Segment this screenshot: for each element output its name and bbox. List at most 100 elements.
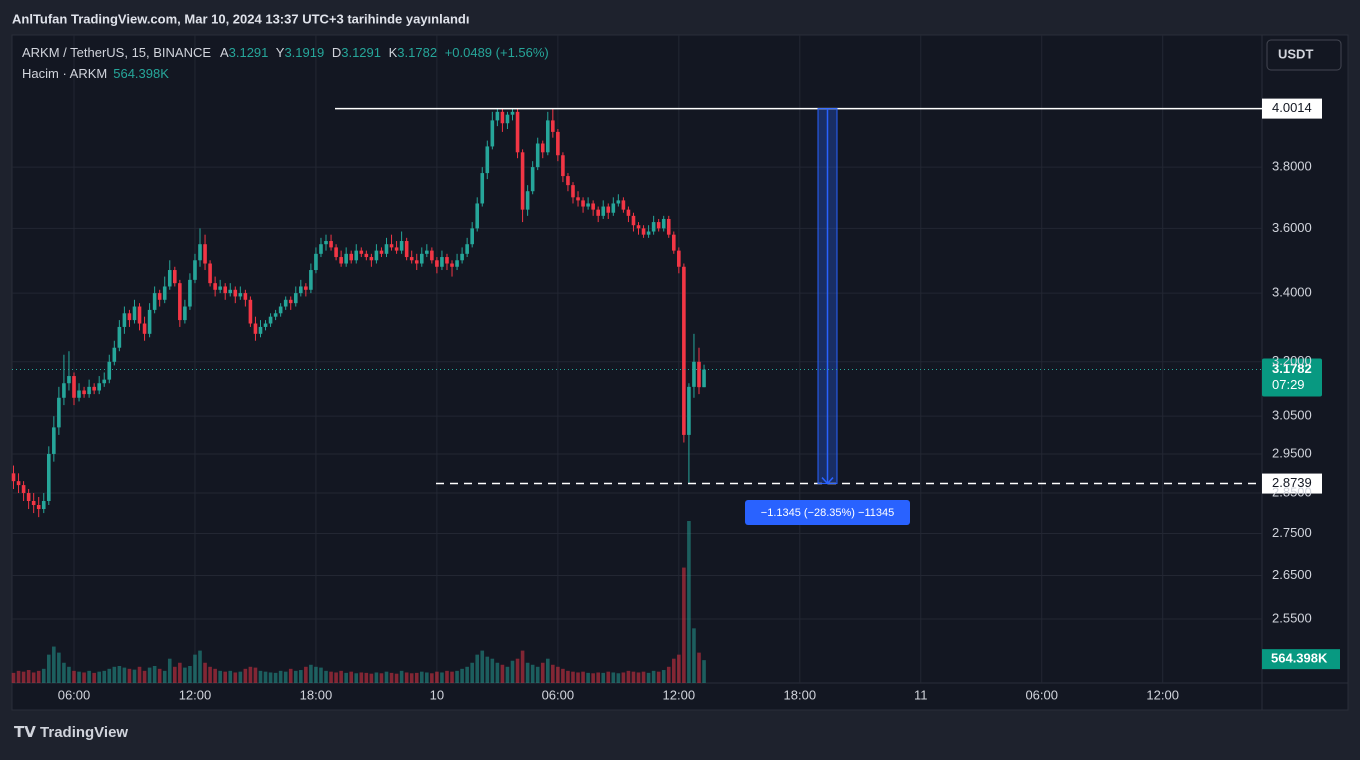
volume-bar <box>414 672 419 683</box>
candle-body <box>616 200 621 204</box>
volume-bar <box>666 666 671 683</box>
volume-bar <box>142 670 147 683</box>
candle-body <box>31 501 36 506</box>
candle-body <box>601 206 606 216</box>
candle-body <box>263 323 268 327</box>
y-tick-label: 2.7500 <box>1272 525 1312 540</box>
currency-button[interactable] <box>1266 39 1342 71</box>
candle-body <box>354 250 359 261</box>
candle-body <box>117 326 122 348</box>
candle-body <box>530 167 535 192</box>
volume-bar <box>586 672 590 683</box>
volume-bar <box>82 672 86 683</box>
x-tick-label: 11 <box>914 687 928 702</box>
volume-bar <box>682 567 686 683</box>
candle-body <box>379 250 384 254</box>
candle-body <box>122 313 127 327</box>
volume-bar <box>92 672 96 683</box>
volume-title: Hacim · ARKM <box>22 66 107 81</box>
volume-bar <box>36 670 41 683</box>
candle-body <box>490 120 495 147</box>
volume-bar <box>475 654 480 683</box>
candle-body <box>314 253 318 271</box>
candle-body <box>324 241 328 245</box>
volume-bar <box>213 668 217 683</box>
x-tick-label: 12:00 <box>179 687 212 702</box>
current-price-box <box>1262 358 1322 397</box>
candle-body <box>495 111 500 121</box>
candle-body <box>178 283 182 321</box>
candle-body <box>309 270 313 290</box>
candle-body <box>283 299 288 307</box>
volume-bar <box>545 658 550 683</box>
volume-bar <box>273 672 278 683</box>
candle-body <box>606 206 611 213</box>
currency[interactable]: USDT <box>1278 46 1313 61</box>
candle-body <box>626 209 631 216</box>
candle-body <box>520 152 525 210</box>
candle-body <box>87 386 91 395</box>
logo-mark: 𝗧𝗩 <box>14 724 40 741</box>
candle-body <box>41 501 46 510</box>
volume-bar <box>369 673 374 683</box>
x-tick-label: 06:00 <box>58 687 91 702</box>
candle-body <box>36 505 41 510</box>
volume-bar <box>661 670 666 683</box>
x-tick-label: 06:00 <box>1025 687 1058 702</box>
volume-bar <box>324 670 328 683</box>
candle-body <box>142 323 147 334</box>
candle-body <box>576 197 580 201</box>
low-line-label: 2.8739 <box>1272 475 1312 490</box>
volume-bar <box>561 668 565 683</box>
candle-body <box>238 293 243 297</box>
low-line-label-box <box>1262 473 1322 494</box>
candle-body <box>394 247 399 251</box>
volume-bar <box>309 664 313 683</box>
y-tick-label: 2.5500 <box>1272 610 1312 625</box>
volume-bar <box>621 672 626 683</box>
publisher: AnlTufan TradingView.com, Mar 10, 2024 1… <box>12 11 469 26</box>
volume-bar <box>677 654 681 683</box>
volume-bar <box>208 666 212 683</box>
current-price-label: 3.1782 <box>1272 361 1312 376</box>
volume-bar <box>238 671 243 683</box>
candle-body <box>591 203 595 210</box>
measure-arrow-head <box>821 477 834 485</box>
volume-bar <box>132 669 137 683</box>
volume-bar <box>470 662 474 683</box>
candle-body <box>430 250 434 261</box>
overlay: −1.1345 (−28.35%) −11345 4.0014 2.8739 3.17… <box>12 98 1340 670</box>
volume-bar <box>299 670 303 683</box>
volume-bar <box>576 672 580 683</box>
candle-body <box>677 250 681 267</box>
candle-body <box>16 481 21 486</box>
volume-bar <box>198 650 202 683</box>
change: +0.0489 (+1.56%) <box>445 45 549 60</box>
volume-bar <box>687 521 691 683</box>
volume-bar <box>62 662 66 683</box>
volume-bar <box>430 673 434 683</box>
volume-bar <box>21 671 26 683</box>
volume-bar <box>515 658 520 683</box>
candle-body <box>697 361 701 388</box>
high-label: Y <box>276 45 285 60</box>
candle-body <box>621 200 626 210</box>
candle-body <box>77 390 81 398</box>
candle-body <box>57 397 61 428</box>
candle-body <box>646 231 651 235</box>
volume-bar <box>425 672 429 683</box>
volume-bar <box>339 670 343 683</box>
y-tick-label: 2.6500 <box>1272 567 1312 582</box>
volume-bar <box>52 646 56 683</box>
candle-body <box>440 257 444 267</box>
candle-body <box>561 155 565 177</box>
volume-bar <box>374 672 379 683</box>
volume-bar <box>218 670 222 683</box>
volume-bar <box>399 670 404 683</box>
candle-body <box>288 299 293 304</box>
chart-panel <box>11 34 1349 711</box>
volume-bar <box>268 672 273 683</box>
volume-bar <box>183 667 187 683</box>
